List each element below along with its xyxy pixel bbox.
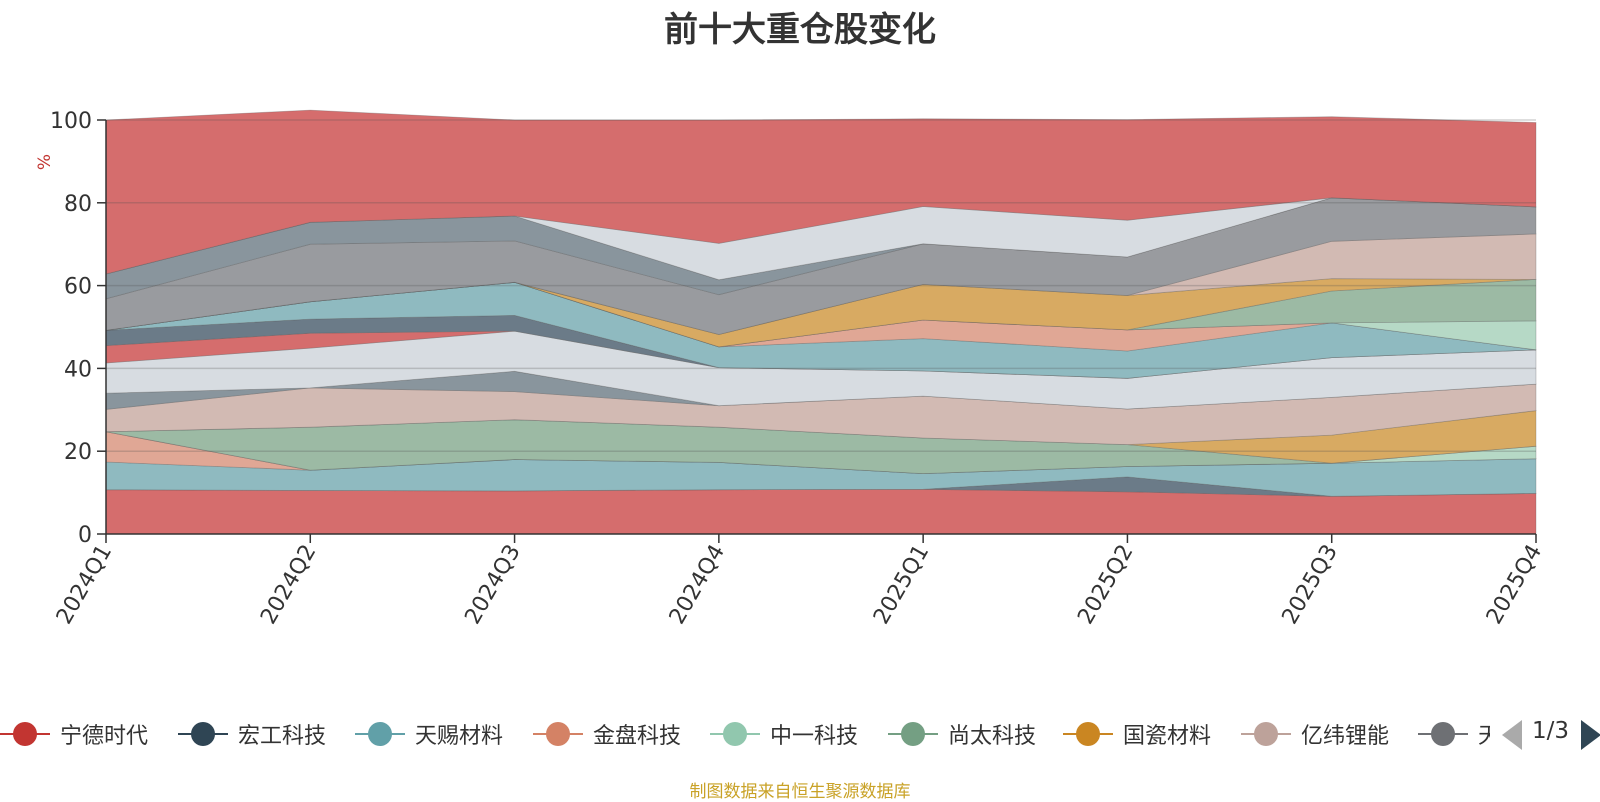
legend: 宁德时代 宏工科技 天赐材料 金盘科技 中一科技 尚太科技 国瓷材料 亿纬锂能 天 [0,716,1490,752]
legend-label: 宁德时代 [60,724,149,749]
area-series-15 [105,281,1537,351]
legend-label: 天赐材料 [415,724,504,749]
legend-item-7[interactable]: 国瓷材料 [1063,716,1211,752]
source-note: 制图数据来自恒生聚源数据库 [689,782,911,802]
area-series-22 [105,109,1537,275]
x-tick-label-2024Q1: 2024Q1 [52,541,117,629]
legend-label: 中一科技 [770,724,859,749]
legend-pager: 1/3 [1500,716,1600,752]
legend-item-2[interactable]: 宏工科技 [178,716,326,752]
legend-marker-icon [1063,716,1113,752]
legend-marker-icon [0,716,50,752]
area-layers [105,109,1537,535]
y-tick-label-40: 40 [64,357,92,382]
y-tick-label-60: 60 [64,275,92,300]
legend-prev-page-icon[interactable] [1502,720,1522,750]
legend-label: 国瓷材料 [1123,724,1212,749]
legend-marker-icon [710,716,760,752]
legend-item-5[interactable]: 中一科技 [710,716,858,752]
x-tick-label-2024Q3: 2024Q3 [460,541,525,629]
y-tick-label-100: 100 [50,109,92,134]
legend-marker-icon [533,716,583,752]
legend-label: 尚太科技 [948,724,1037,749]
x-tick-label-2025Q1: 2025Q1 [869,541,934,629]
legend-item-4[interactable]: 金盘科技 [533,716,681,752]
y-axis-label: % [35,154,55,170]
y-tick-label-20: 20 [64,440,92,465]
x-tick-label-2024Q2: 2024Q2 [256,541,321,629]
y-tick-label-80: 80 [64,192,92,217]
legend-item-6[interactable]: 尚太科技 [888,716,1036,752]
legend-next-page-icon[interactable] [1581,720,1600,750]
legend-page-indicator: 1/3 [1532,718,1570,744]
legend-label: 宏工科技 [238,724,327,749]
legend-item-1[interactable]: 宁德时代 [0,716,148,752]
y-tick-label-0: 0 [78,523,92,548]
area-series-5 [105,431,1537,475]
legend-label: 天 [1478,724,1490,749]
legend-item-9[interactable]: 天 [1418,716,1490,752]
x-tick-label-2025Q4: 2025Q4 [1482,541,1547,629]
legend-marker-icon [178,716,228,752]
chart-title: 前十大重仓股变化 [664,10,936,50]
x-tick-label-2024Q4: 2024Q4 [665,541,730,629]
legend-label: 亿纬锂能 [1301,724,1390,749]
area-series-16 [105,278,1537,348]
legend-marker-icon [888,716,938,752]
x-tick-label-2025Q3: 2025Q3 [1278,541,1343,629]
legend-item-3[interactable]: 天赐材料 [355,716,503,752]
legend-label: 金盘科技 [593,724,682,749]
grid-lines [106,119,1536,452]
legend-marker-icon [355,716,405,752]
legend-item-8[interactable]: 亿纬锂能 [1241,716,1389,752]
x-tick-label-2025Q2: 2025Q2 [1073,541,1138,629]
legend-marker-icon [1418,716,1468,752]
legend-marker-icon [1241,716,1291,752]
